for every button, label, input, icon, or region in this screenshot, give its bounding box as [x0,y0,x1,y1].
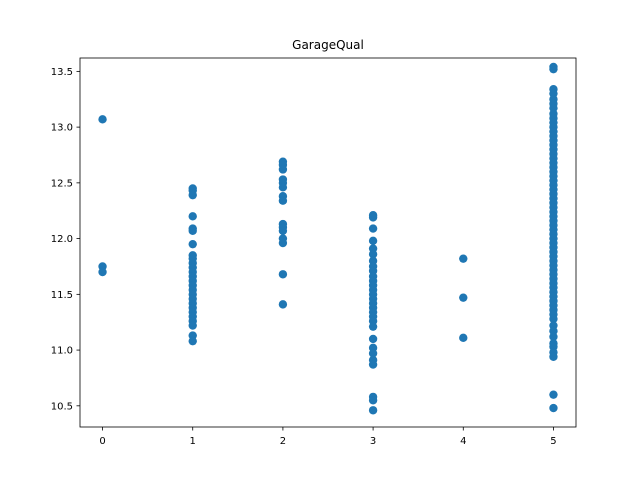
data-point [278,165,288,174]
data-point [549,64,558,74]
x-tick-label: 4 [460,436,466,447]
data-point [459,254,468,263]
data-point [549,314,558,324]
y-tick-label: 12.0 [51,234,73,245]
data-point [459,333,468,343]
data-point [278,238,288,248]
x-axis: 0 1 2 3 4 5 [99,427,557,447]
chart-title: GarageQual [292,38,364,52]
data-point [188,212,197,221]
data-point [188,239,197,249]
data-point [459,293,468,302]
data-point [278,183,288,192]
data-point [278,300,288,309]
plot-frame [79,57,577,428]
y-tick-label: 13.0 [51,123,73,134]
y-tick-label: 13.5 [51,67,73,78]
x-tick-label: 5 [550,436,556,447]
data-point [278,270,288,279]
y-tick-label: 11.5 [51,290,73,301]
data-point [368,396,378,405]
y-tick-label: 11.0 [51,346,73,357]
data-point [188,226,197,235]
data-point [368,360,378,369]
data-point [278,196,288,205]
data-point [368,213,378,222]
x-tick-label: 2 [280,436,286,447]
x-tick-label: 3 [370,436,376,447]
y-tick-label: 12.5 [51,178,73,189]
data-point [549,332,558,341]
y-tick-label: 10.5 [51,401,73,412]
data-point [98,115,107,124]
data-point [188,336,197,346]
data-point [188,190,197,200]
data-point [368,322,378,331]
data-point [368,236,378,246]
data-point [368,349,378,358]
data-point [549,390,558,399]
y-axis: 10.5 11.0 11.5 12.0 12.5 13.0 13.5 [51,67,80,412]
data-point [368,250,378,259]
data-point [98,267,107,277]
data-point [368,406,378,415]
data-point [549,352,558,361]
data-point [188,321,197,330]
data-point [368,224,378,233]
x-tick-label: 1 [190,436,196,447]
data-point [278,226,288,235]
points-layer [98,62,558,415]
data-point [549,403,558,413]
x-tick-label: 0 [99,436,105,447]
data-point [368,334,378,344]
